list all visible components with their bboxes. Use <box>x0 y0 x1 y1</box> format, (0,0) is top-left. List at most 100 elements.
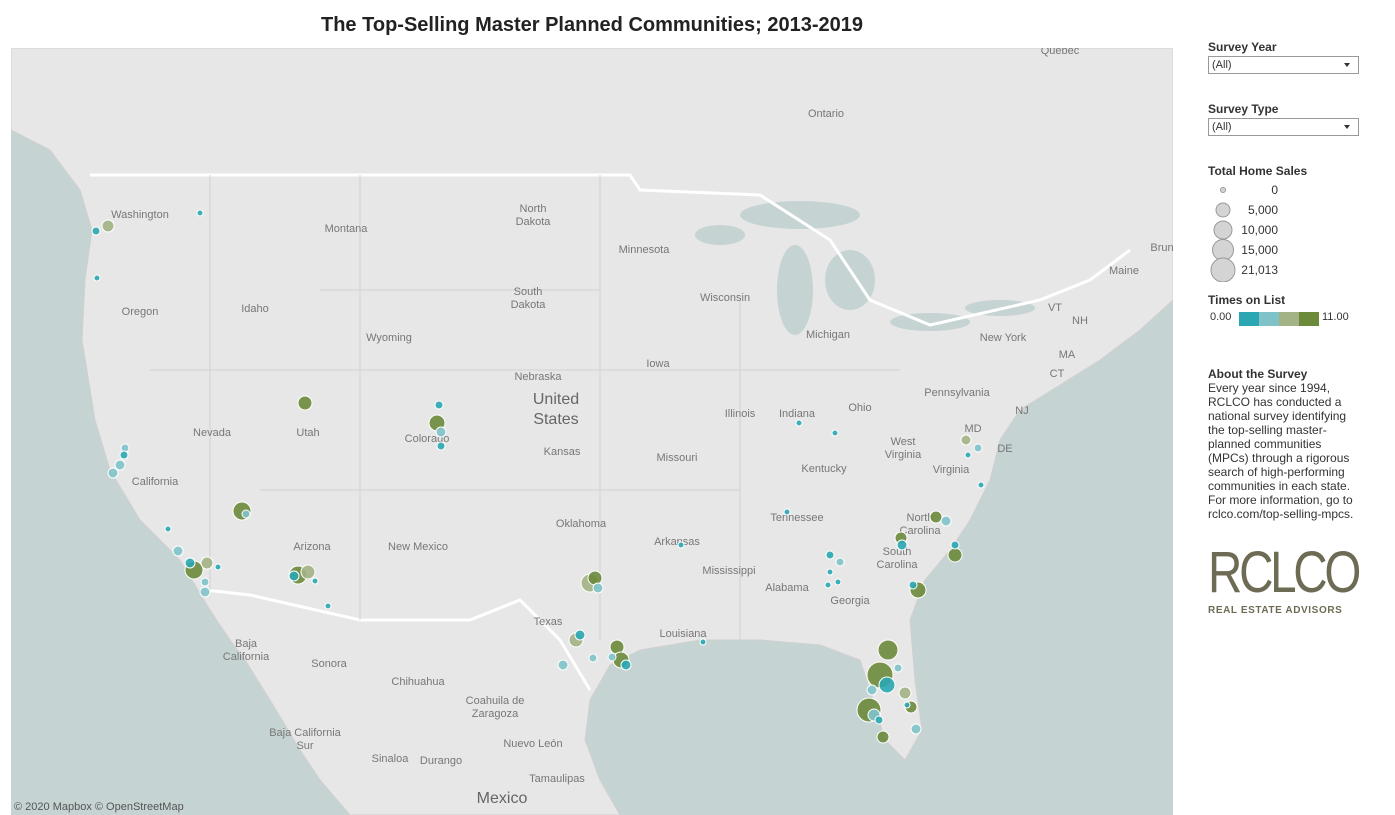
community-marker <box>874 715 884 725</box>
community-marker <box>866 684 878 696</box>
place-label: Montana <box>325 223 369 235</box>
place-label: Wisconsin <box>700 292 750 304</box>
community-marker <box>107 467 119 479</box>
size-swatch <box>1215 202 1231 218</box>
place-label: Mississippi <box>702 565 755 577</box>
place-label: Ohio <box>848 402 871 414</box>
community-marker <box>877 639 899 661</box>
place-label: Tamaulipas <box>529 773 585 785</box>
community-marker <box>835 557 845 567</box>
place-label: North <box>907 512 934 524</box>
community-marker <box>91 226 101 236</box>
community-marker <box>834 578 842 586</box>
place-label: New York <box>980 332 1027 344</box>
size-swatch <box>1220 187 1226 193</box>
place-label: Baja California <box>269 727 341 739</box>
size-label: 21,013 <box>1241 263 1278 277</box>
place-label: NH <box>1072 315 1088 327</box>
lake <box>740 201 860 229</box>
place-label: Maine <box>1109 265 1139 277</box>
community-marker <box>434 400 444 410</box>
color-ramp <box>1239 312 1319 326</box>
place-label: NJ <box>1015 405 1028 417</box>
place-label: Durango <box>420 755 462 767</box>
community-marker <box>950 540 960 550</box>
place-label: Nevada <box>193 427 232 439</box>
color-legend: 0.00 11.00 <box>1208 311 1368 331</box>
place-label: South <box>883 546 912 558</box>
filter-label: Survey Year <box>1208 40 1277 54</box>
community-marker <box>119 450 129 460</box>
community-marker <box>324 602 332 610</box>
community-marker <box>574 629 586 641</box>
community-marker <box>557 659 569 671</box>
place-label: Washington <box>111 209 169 221</box>
community-marker <box>196 209 204 217</box>
place-label: Mexico <box>477 790 528 807</box>
place-label: Coahuila de <box>466 695 525 707</box>
place-label: Québec <box>1041 48 1080 57</box>
community-marker <box>300 564 316 580</box>
filter-dropdown[interactable]: (All) <box>1208 118 1359 136</box>
side-panel: Survey Year (All) Survey Type (All) Tota… <box>1208 40 1368 616</box>
community-marker <box>876 730 890 744</box>
place-label: Minnesota <box>619 244 671 256</box>
community-marker <box>878 676 896 694</box>
size-label: 0 <box>1271 183 1278 197</box>
community-marker <box>101 219 115 233</box>
community-marker <box>795 419 803 427</box>
community-marker <box>825 550 835 560</box>
place-label: California <box>132 476 179 488</box>
place-label: North <box>520 203 547 215</box>
size-swatch <box>1210 257 1236 283</box>
place-label: DE <box>997 443 1012 455</box>
place-label: Carolina <box>877 559 919 571</box>
community-marker <box>824 581 832 589</box>
place-label: Nuevo León <box>503 738 562 750</box>
community-marker <box>903 701 911 709</box>
place-label: Oklahoma <box>556 518 607 530</box>
place-label: Wyoming <box>366 332 412 344</box>
country-border <box>90 173 1131 327</box>
size-label: 15,000 <box>1241 243 1278 257</box>
place-label: Nebraska <box>514 371 562 383</box>
place-label: Michigan <box>806 329 850 341</box>
size-swatch <box>1212 239 1234 261</box>
place-label: CT <box>1050 368 1065 380</box>
community-marker <box>964 451 972 459</box>
attribution: © 2020 Mapbox © OpenStreetMap <box>14 801 184 813</box>
size-label: 5,000 <box>1248 203 1278 217</box>
lake <box>825 250 875 310</box>
place-label: Georgia <box>830 595 870 607</box>
size-label: 10,000 <box>1241 223 1278 237</box>
title: The Top-Selling Master Planned Communiti… <box>321 14 863 36</box>
community-marker <box>898 686 912 700</box>
place-label: United <box>533 391 579 408</box>
place-label: Virginia <box>933 464 970 476</box>
community-marker <box>831 429 839 437</box>
place-label: Utah <box>296 427 319 439</box>
lake <box>695 225 745 245</box>
logo-tagline: REAL ESTATE ADVISORS <box>1208 605 1343 616</box>
community-marker <box>783 508 791 516</box>
community-marker <box>977 481 985 489</box>
about-title: About the Survey <box>1208 367 1308 381</box>
place-label: Ontario <box>808 108 844 120</box>
place-label: Illinois <box>725 408 756 420</box>
place-label: Arizona <box>293 541 331 553</box>
community-marker <box>699 638 707 646</box>
place-label: VT <box>1048 302 1062 314</box>
place-label: Indiana <box>779 408 816 420</box>
place-label: Zaragoza <box>472 708 519 720</box>
size-legend: 0 5,000 10,000 15,000 21,013 <box>1210 183 1278 283</box>
community-marker <box>114 459 126 471</box>
place-label: MA <box>1059 349 1076 361</box>
community-marker <box>893 663 903 673</box>
country-border <box>204 588 592 691</box>
community-marker <box>940 515 952 527</box>
place-label: Louisiana <box>659 628 707 640</box>
filter-dropdown[interactable]: (All) <box>1208 56 1359 74</box>
community-marker <box>929 510 943 524</box>
logo: RCLCO <box>1208 540 1361 605</box>
